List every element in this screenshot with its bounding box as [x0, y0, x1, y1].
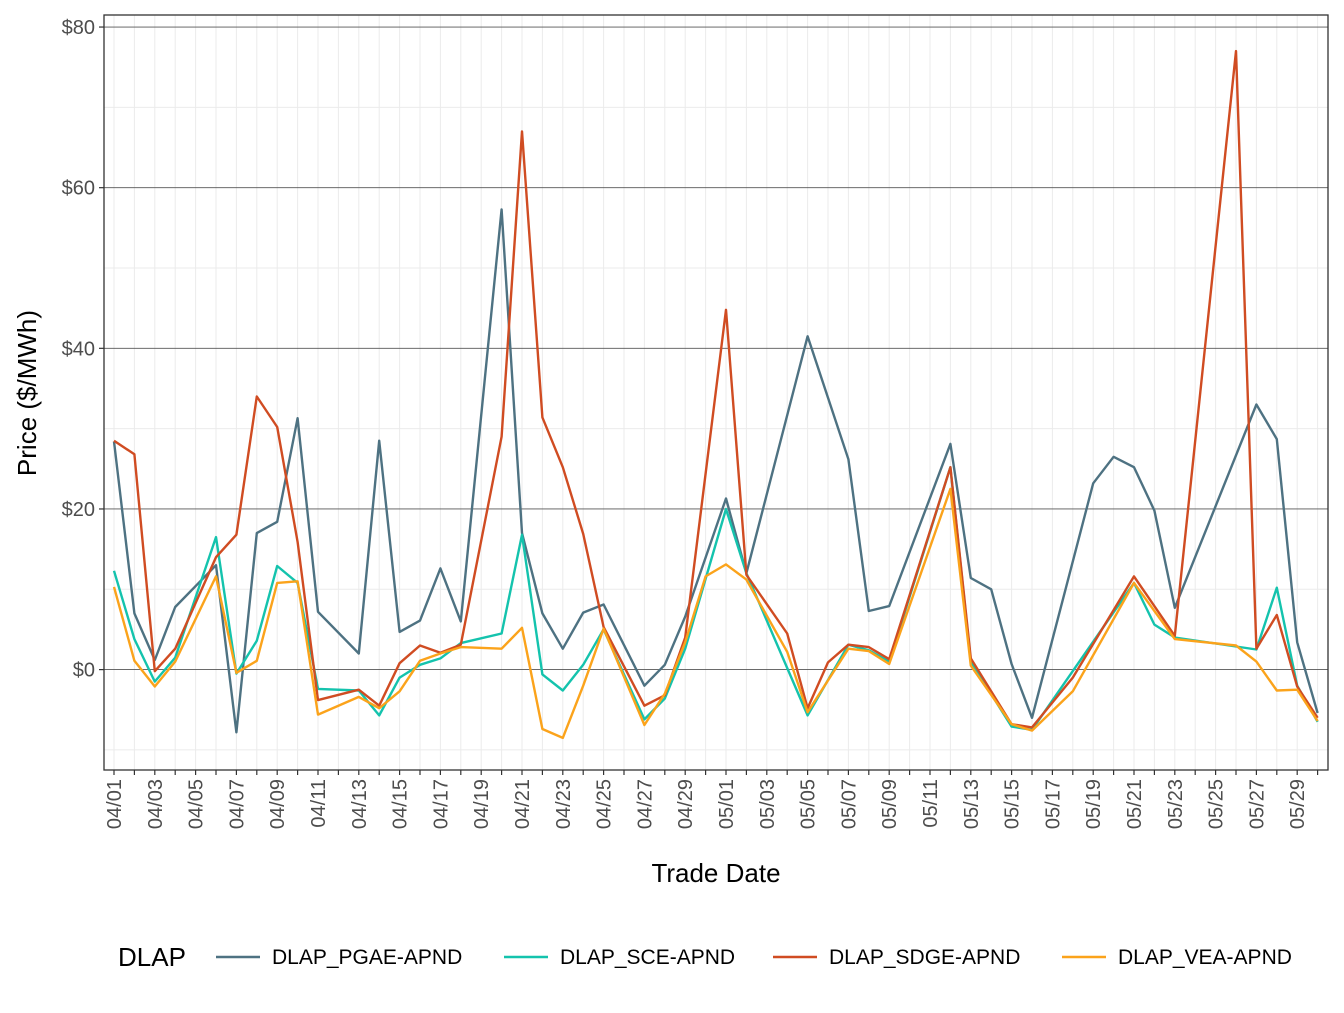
y-tick-label: $0: [73, 660, 95, 682]
x-tick-label: 05/25: [1206, 779, 1228, 829]
x-tick-label: 04/11: [308, 779, 330, 828]
x-tick-label: 04/29: [675, 779, 697, 829]
x-tick-label: 05/01: [716, 779, 738, 829]
y-tick-label: $20: [62, 499, 95, 521]
legend-label-2: DLAP_SDGE-APND: [829, 946, 1020, 969]
legend: DLAP DLAP_PGAE-APND DLAP_SCE-APND DLAP_SDG…: [118, 942, 1292, 972]
x-tick-label: 05/13: [961, 779, 983, 829]
legend-label-3: DLAP_VEA-APND: [1118, 946, 1292, 969]
x-tick-label: 05/17: [1042, 779, 1064, 829]
series-line-0: [112, 208, 1319, 734]
x-tick-label: 04/17: [430, 779, 452, 829]
x-tick-label: 05/05: [798, 779, 820, 829]
y-tick-label: $60: [62, 178, 95, 200]
legend-label-0: DLAP_PGAE-APND: [272, 946, 462, 969]
x-tick-label: 05/11: [920, 779, 942, 828]
x-tick-label: 04/01: [104, 779, 126, 829]
series-line-2: [113, 49, 1319, 729]
axis-layer: $0 $20 $40 $60 $80 04/01 04/03 04/05 04/07 04/09 0…: [62, 17, 1319, 829]
y-tick-label: $40: [62, 338, 95, 360]
x-tick-label: 04/09: [267, 779, 289, 829]
x-tick-label: 04/27: [634, 779, 656, 829]
x-tick-label: 04/07: [226, 779, 248, 829]
x-tick-label: 04/15: [390, 779, 412, 829]
x-tick-label: 05/23: [1165, 779, 1187, 829]
x-axis-title: Trade Date: [651, 858, 780, 888]
x-tick-label: 04/21: [512, 779, 534, 829]
x-tick-label: 05/29: [1287, 779, 1309, 829]
plot-panel-border: [103, 14, 1329, 771]
x-tick-label: 05/19: [1083, 779, 1105, 829]
series-line-3: [112, 487, 1319, 740]
x-tick-label: 05/09: [879, 779, 901, 829]
x-tick-label: 04/05: [186, 779, 208, 829]
x-tick-label: 05/15: [1002, 779, 1024, 829]
y-axis-title: Price ($/MWh): [12, 310, 42, 476]
y-tick-label: $80: [62, 17, 95, 39]
x-tick-label: 05/27: [1246, 779, 1268, 829]
series-layer: [112, 49, 1319, 740]
legend-title: DLAP: [118, 942, 186, 972]
x-tick-label: 04/25: [594, 779, 616, 829]
x-tick-label: 04/03: [145, 779, 167, 829]
x-tick-label: 04/19: [471, 779, 493, 829]
x-tick-label: 04/13: [349, 779, 371, 829]
legend-label-1: DLAP_SCE-APND: [560, 946, 735, 969]
x-tick-label: 05/07: [838, 779, 860, 829]
series-line-1: [112, 466, 1319, 731]
x-tick-label: 04/23: [553, 779, 575, 829]
x-tick-label: 05/03: [757, 779, 779, 829]
x-tick-label: 05/21: [1124, 779, 1146, 829]
